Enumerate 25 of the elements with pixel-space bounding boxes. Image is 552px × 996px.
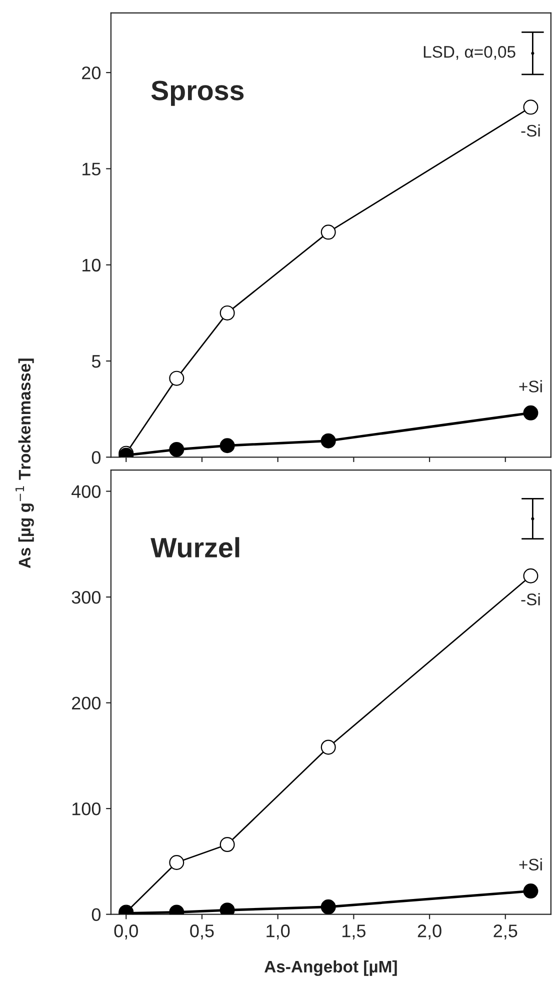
series-label: +Si	[519, 380, 542, 392]
series-label: LSD, α=0,05	[424, 46, 516, 60]
y-axis-title: As [µg g$^{−1}$ Trockenmasse]	[16, 358, 34, 568]
x-tick-label: 0,5	[190, 924, 214, 940]
y-tick-label: 5	[92, 355, 100, 368]
y-tick-label: 0	[92, 451, 101, 464]
annotation: Wurzel	[150, 537, 240, 558]
y-tick-label: 100	[72, 802, 101, 816]
x-tick-label: 0,0	[114, 924, 138, 940]
y-tick-label: 200	[72, 696, 101, 710]
y-tick-label: 20	[82, 66, 101, 80]
y-tick-label: 400	[72, 485, 101, 498]
x-tick-label: 2,0	[418, 924, 442, 940]
annotation: Spross	[151, 80, 244, 106]
y-tick-label: 0	[92, 908, 101, 922]
x-tick-label: 1,5	[342, 924, 366, 940]
x-tick-label: 1,0	[266, 924, 290, 940]
series-label: +Si	[519, 858, 542, 871]
x-tick-label: 2,5	[494, 924, 518, 940]
y-tick-label: 15	[82, 162, 100, 176]
series-label: -Si	[521, 124, 540, 137]
y-tick-label: 10	[82, 258, 101, 272]
y-tick-label: 300	[72, 590, 101, 604]
series-label: -Si	[521, 593, 540, 606]
x-axis-title: As-Angebot [µM]	[264, 960, 397, 976]
